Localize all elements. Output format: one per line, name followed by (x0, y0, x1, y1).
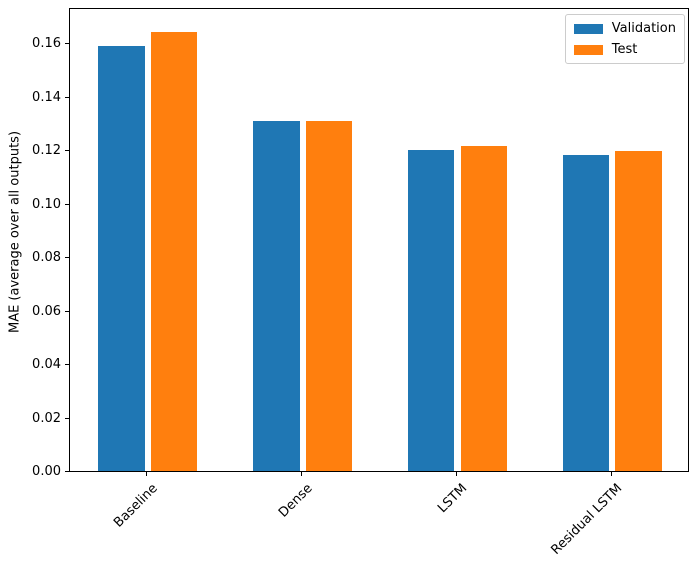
y-tick-mark (65, 257, 69, 259)
y-tick-mark (65, 417, 69, 419)
plot-area: Validation Test (69, 8, 689, 472)
bar-validation-residual-lstm (562, 155, 610, 471)
y-tick-mark (65, 203, 69, 205)
x-tick-label: Baseline (110, 481, 161, 531)
y-tick-mark (65, 150, 69, 152)
y-tick-label: 0.16 (32, 36, 61, 52)
y-tick-mark (65, 310, 69, 312)
y-tick-label: 0.10 (32, 196, 61, 212)
y-tick-label: 0.02 (32, 410, 61, 426)
y-tick-label: 0.08 (32, 250, 61, 266)
x-tick-mark (146, 472, 148, 476)
x-tick-label: Residual LSTM (548, 481, 625, 558)
y-tick-mark (65, 43, 69, 45)
bar-validation-baseline (98, 45, 145, 471)
x-tick-label: Dense (275, 481, 316, 521)
y-tick-mark (65, 364, 69, 366)
x-tick-mark (610, 472, 612, 476)
y-tick-label: 0.00 (32, 464, 61, 479)
validation-series-swatch (573, 23, 603, 34)
legend-label-test: Test (611, 42, 638, 57)
legend-item-test: Test (573, 40, 676, 59)
legend: Validation Test (564, 14, 685, 64)
test-series-swatch (573, 44, 603, 55)
bar-test-dense (305, 120, 353, 471)
legend-label-validation: Validation (611, 21, 676, 36)
x-tick-mark (301, 472, 303, 476)
y-tick-label: 0.12 (32, 143, 61, 159)
y-tick-mark (65, 96, 69, 98)
bar-test-residual-lstm (615, 151, 662, 471)
y-tick-label: 0.06 (32, 303, 61, 319)
y-tick-mark (65, 471, 69, 472)
bar-test-baseline (150, 32, 198, 471)
bar-validation-lstm (407, 150, 455, 471)
x-tick-mark (455, 472, 457, 476)
y-tick-label: 0.14 (32, 89, 61, 105)
legend-item-validation: Validation (573, 19, 676, 38)
bar-validation-dense (253, 120, 300, 471)
y-tick-label: 0.04 (32, 357, 61, 373)
x-tick-label: LSTM (434, 481, 471, 517)
bar-test-lstm (460, 146, 507, 471)
